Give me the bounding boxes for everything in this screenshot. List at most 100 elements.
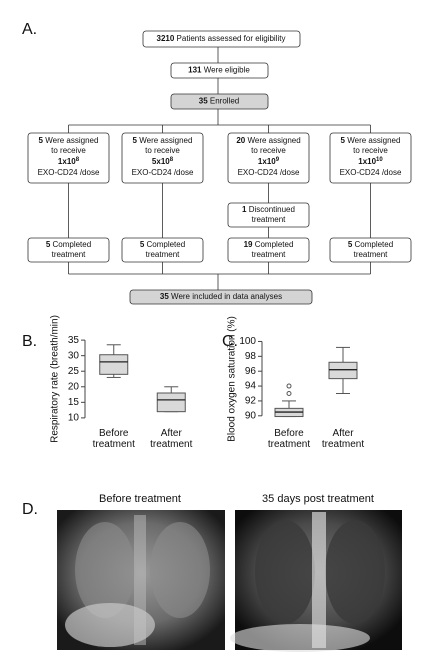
- text-span: 1x10: [258, 157, 276, 166]
- outlier: [286, 390, 292, 396]
- text-span: 1: [242, 205, 247, 214]
- text-span: Were assigned: [245, 136, 300, 145]
- label-line: treatment: [322, 439, 364, 450]
- text-span: Completed: [50, 240, 91, 249]
- node-text: treatment: [252, 250, 287, 259]
- text-span: 10: [376, 157, 383, 163]
- label-line: treatment: [268, 439, 310, 450]
- label-line: treatment: [150, 439, 192, 450]
- box: [328, 361, 358, 380]
- text-span: Were included in data analyses: [169, 292, 282, 301]
- text-span: EXO-CD24 /dose: [132, 168, 194, 177]
- text-span: 35: [160, 292, 169, 301]
- node-text: 35 Enrolled: [199, 97, 239, 106]
- node-text: 5 Completed: [46, 240, 91, 249]
- panel-label: D.: [22, 501, 38, 518]
- node-text: treatment: [146, 250, 181, 259]
- text-span: 131: [188, 66, 202, 75]
- flow-box: [329, 132, 412, 184]
- node-text: to receive: [51, 146, 86, 155]
- image-title: Before treatment: [99, 493, 181, 505]
- text-span: to receive: [145, 146, 180, 155]
- node-text: 1x1010: [358, 157, 383, 167]
- x-tick-label: After treatment: [322, 428, 364, 450]
- node-text: treatment: [354, 250, 389, 259]
- flow-box: [27, 132, 110, 184]
- x-tick-label: Before treatment: [93, 428, 135, 450]
- label-line: treatment: [93, 439, 135, 450]
- y-tick-label: 10: [68, 413, 80, 424]
- y-tick-label: 15: [68, 397, 80, 408]
- xray-before: [57, 510, 225, 650]
- text-span: Patients assessed for eligibility: [174, 34, 285, 43]
- text-span: Completed: [352, 240, 393, 249]
- text-span: 19: [244, 240, 253, 249]
- box: [99, 354, 129, 375]
- flow-box: [227, 237, 310, 263]
- y-tick-label: 30: [68, 350, 80, 361]
- panel-label: C.: [222, 333, 238, 350]
- text-span: 1x10: [358, 157, 376, 166]
- node-text: to receive: [353, 146, 388, 155]
- x-tick-label: After treatment: [150, 428, 192, 450]
- text-span: to receive: [51, 146, 86, 155]
- node-text: 5 Were assigned: [341, 136, 401, 145]
- flow-box: [329, 237, 412, 263]
- flow-box: [227, 202, 310, 228]
- node-text: 1 Discontinued: [242, 205, 295, 214]
- text-span: Were assigned: [43, 136, 98, 145]
- y-tick-label: 20: [68, 381, 80, 392]
- node-text: 5 Completed: [348, 240, 393, 249]
- node-text: 5 Were assigned: [39, 136, 99, 145]
- flow-box: [170, 93, 269, 110]
- flow-box: [121, 237, 204, 263]
- text-span: Were eligible: [202, 66, 251, 75]
- node-text: to receive: [145, 146, 180, 155]
- label-line: After: [332, 428, 354, 439]
- text-span: EXO-CD24 /dose: [38, 168, 100, 177]
- text-span: EXO-CD24 /dose: [238, 168, 300, 177]
- text-span: treatment: [52, 250, 87, 259]
- node-text: 131 Were eligible: [188, 66, 250, 75]
- node-text: EXO-CD24 /dose: [340, 168, 402, 177]
- node-text: 5 Completed: [140, 240, 185, 249]
- text-span: Completed: [252, 240, 293, 249]
- text-span: 5: [348, 240, 353, 249]
- text-span: Discontinued: [246, 205, 294, 214]
- image-title: 35 days post treatment: [262, 493, 374, 505]
- node-text: 5 Were assigned: [133, 136, 193, 145]
- text-span: Enrolled: [208, 97, 240, 106]
- text-span: 5: [39, 136, 44, 145]
- y-tick-label: 94: [245, 381, 257, 392]
- xray-after: [230, 510, 402, 652]
- node-text: 5x108: [152, 157, 174, 167]
- y-tick-label: 25: [68, 366, 80, 377]
- flow-box: [227, 132, 310, 184]
- box: [156, 392, 186, 413]
- text-span: 5: [140, 240, 145, 249]
- node-text: 1x108: [58, 157, 80, 167]
- panel-label: A.: [22, 21, 37, 38]
- text-span: 8: [170, 157, 174, 163]
- node-text: 19 Completed: [244, 240, 294, 249]
- flow-box: [27, 237, 110, 263]
- text-span: 5: [341, 136, 346, 145]
- text-span: to receive: [251, 146, 286, 155]
- flow-box: [121, 132, 204, 184]
- x-tick-label: Before treatment: [268, 428, 310, 450]
- y-tick-label: 96: [245, 366, 257, 377]
- label-line: Before: [274, 428, 304, 439]
- flow-box: [129, 289, 313, 305]
- y-tick-label: 90: [245, 410, 257, 421]
- node-text: to receive: [251, 146, 286, 155]
- node-text: EXO-CD24 /dose: [238, 168, 300, 177]
- label-line: After: [161, 428, 183, 439]
- text-span: to receive: [353, 146, 388, 155]
- text-span: Completed: [144, 240, 185, 249]
- label-line: Before: [99, 428, 129, 439]
- text-span: 3210: [157, 34, 175, 43]
- text-span: treatment: [146, 250, 181, 259]
- text-span: 5: [133, 136, 138, 145]
- y-tick-label: 35: [68, 335, 80, 346]
